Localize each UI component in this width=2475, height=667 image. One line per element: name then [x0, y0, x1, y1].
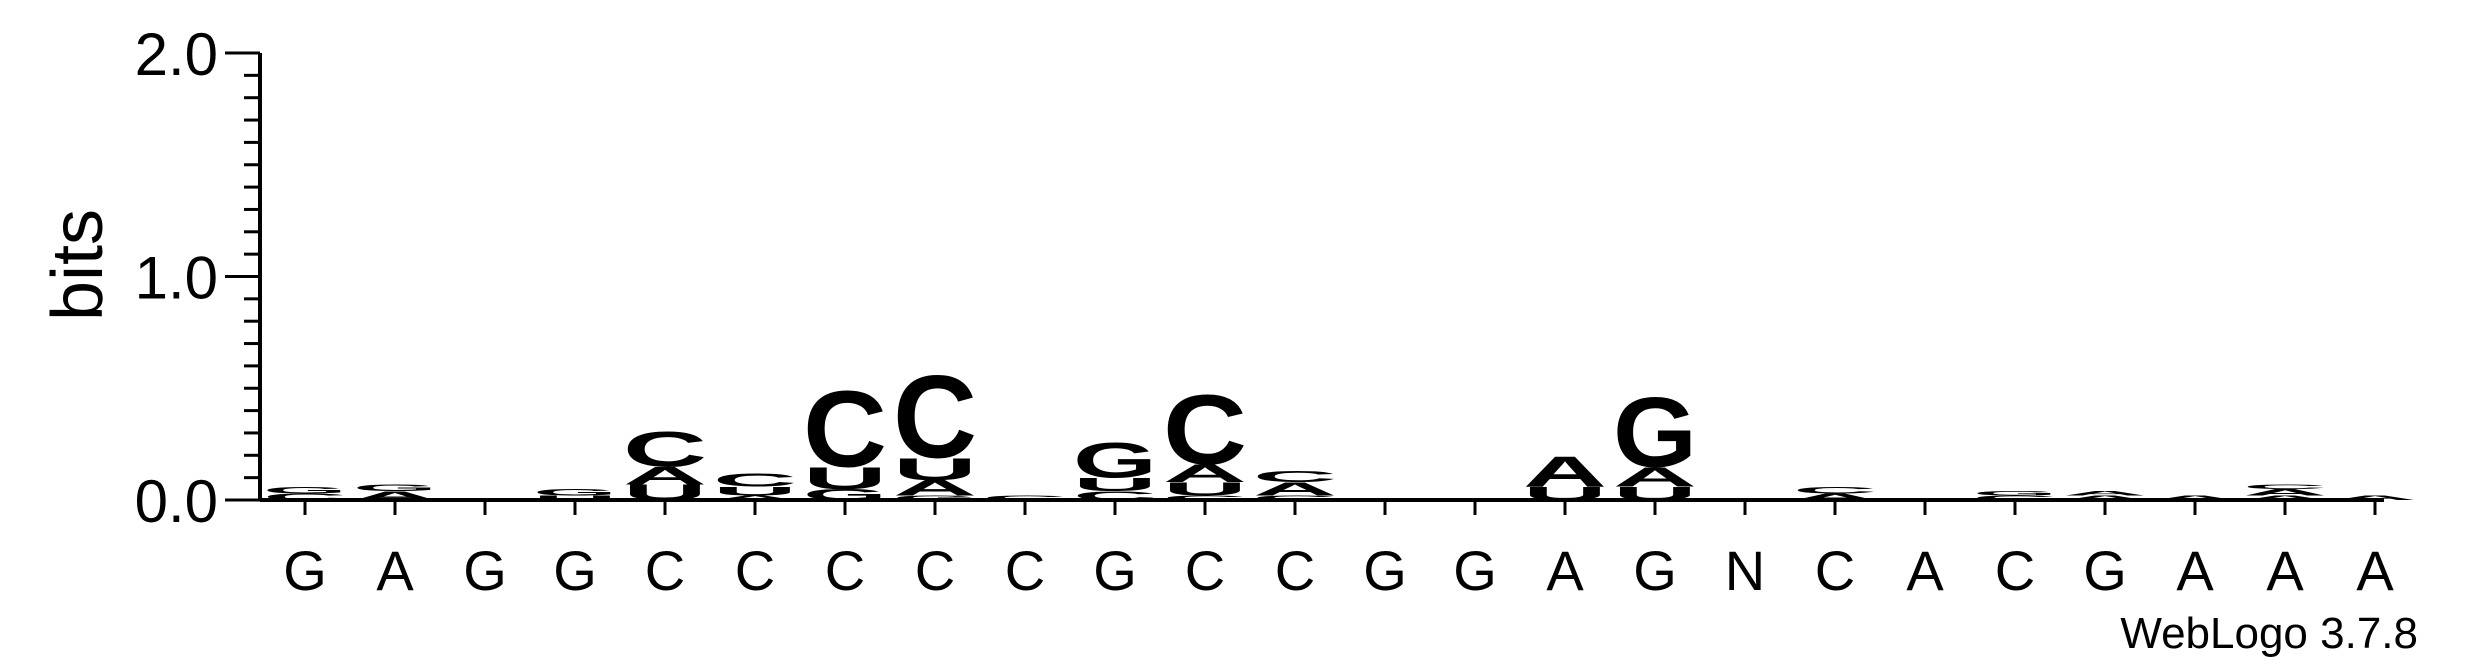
x-tick-label: G	[283, 539, 327, 602]
logo-letter-C: C	[2243, 483, 2327, 490]
logo-letter-C: C	[983, 494, 1067, 501]
x-tick-label: A	[1546, 539, 1584, 602]
logo-letter-C: C	[623, 421, 707, 477]
logo-letter-U: U	[1073, 474, 1157, 495]
logo-letter-A: A	[2063, 494, 2147, 501]
logo-letter-U: U	[803, 461, 887, 496]
y-axis-label: bits	[38, 209, 118, 321]
letter-stacks: CGAGUGUACAUCGUCGAUCCCUGCUACCACGUAUAGACCG…	[263, 351, 2417, 505]
logo-letter-C: C	[1253, 494, 1337, 501]
logo-letter-A: A	[2063, 490, 2147, 497]
x-tick-label: C	[735, 539, 775, 602]
x-tick-label: C	[645, 539, 685, 602]
x-tick-label: A	[376, 539, 414, 602]
x-tick-label: G	[1093, 539, 1137, 602]
x-tick-label: G	[553, 539, 597, 602]
y-tick-label: 2.0	[135, 21, 218, 88]
logo-letter-C: C	[1973, 494, 2057, 501]
x-tick-label: C	[1815, 539, 1855, 602]
logo-letter-G: G	[1613, 376, 1697, 487]
logo-letter-A: A	[1793, 492, 1877, 502]
logo-letter-G: G	[353, 483, 437, 493]
logo-letter-U: U	[893, 452, 977, 487]
logo-letter-G: G	[1973, 490, 2057, 497]
x-tick-label: A	[2356, 539, 2394, 602]
logo-letter-U: U	[713, 484, 797, 498]
logo-letter-C: C	[1163, 494, 1247, 501]
x-tick-label: C	[1275, 539, 1315, 602]
logo-letter-G: G	[893, 494, 977, 501]
x-tick-label: C	[915, 539, 955, 602]
logo-letter-C: C	[1793, 485, 1877, 495]
logo-letter-A: A	[1523, 447, 1607, 496]
y-axis: 0.0 1.0 2.0	[135, 21, 262, 535]
logo-letter-C: C	[1163, 374, 1247, 485]
logo-letter-C: C	[1253, 468, 1337, 485]
logo-letter-G: G	[533, 487, 617, 497]
logo-letter-A: A	[2243, 487, 2327, 497]
x-tick-label: A	[2176, 539, 2214, 602]
logo-letter-A: A	[2243, 494, 2327, 501]
logo-letter-U: U	[533, 494, 617, 501]
logo-letter-A: A	[623, 462, 707, 490]
x-tick-label: C	[1995, 539, 2035, 602]
x-tick-label: G	[1363, 539, 1407, 602]
x-tick-label: N	[1725, 539, 1765, 602]
logo-letter-A: A	[893, 476, 977, 500]
logo-letter-C: C	[263, 492, 347, 502]
x-tick-label: G	[2083, 539, 2127, 602]
logo-letter-A: A	[2333, 494, 2417, 501]
logo-letter-A: A	[1613, 461, 1697, 492]
y-tick-label: 0.0	[135, 468, 218, 535]
y-tick-label: 1.0	[135, 245, 218, 312]
x-tick-label: A	[1906, 539, 1944, 602]
x-tick-label: C	[825, 539, 865, 602]
logo-letter-G: G	[263, 485, 347, 495]
x-tick-label: G	[1453, 539, 1497, 602]
x-tick-label: C	[1185, 539, 1225, 602]
logo-letter-A: A	[1163, 460, 1247, 488]
logo-letter-C: C	[803, 368, 887, 490]
logo-letter-C: C	[713, 470, 797, 491]
logo-letter-C: C	[893, 351, 977, 483]
logo-letter-A: A	[1253, 479, 1337, 500]
logo-letter-A: A	[2153, 494, 2237, 501]
x-tick-label: G	[463, 539, 507, 602]
weblogo-credit: WebLogo 3.7.8	[2120, 609, 2418, 658]
logo-letter-A: A	[713, 494, 797, 501]
logo-letter-U: U	[1163, 479, 1247, 500]
x-tick-label: G	[1633, 539, 1677, 602]
x-tick-label: A	[2266, 539, 2304, 602]
logo-letter-G: G	[1073, 433, 1157, 489]
x-tick-label: C	[1005, 539, 1045, 602]
